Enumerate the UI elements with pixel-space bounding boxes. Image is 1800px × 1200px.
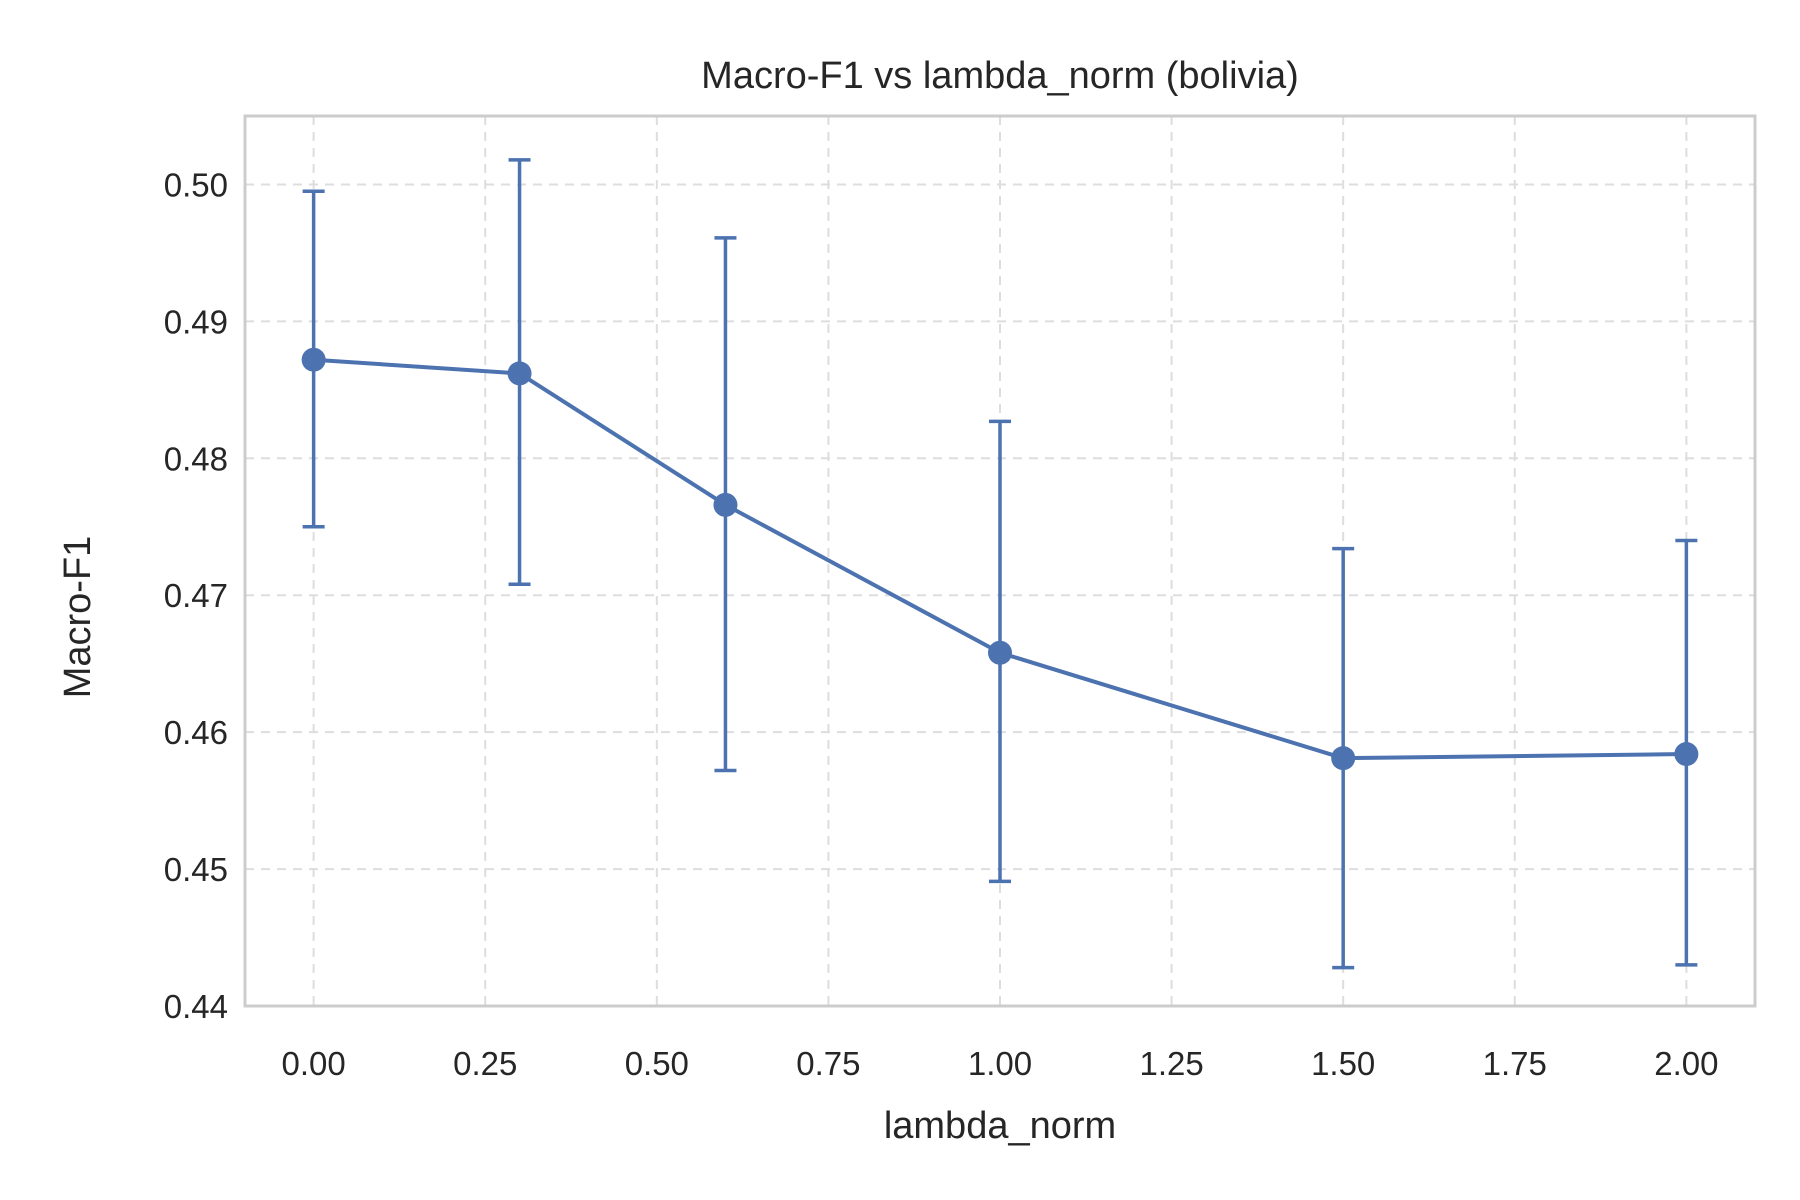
x-tick-label: 0.75	[796, 1045, 860, 1082]
data-point	[1331, 746, 1356, 771]
x-tick-label: 1.25	[1139, 1045, 1203, 1082]
y-tick-label: 0.49	[164, 303, 228, 340]
plot-frame	[243, 114, 1757, 1008]
y-tick-label: 0.46	[164, 714, 228, 751]
y-tick-labels: 0.44 0.45 0.46 0.47 0.48 0.49 0.50	[164, 166, 228, 1025]
y-tick-label: 0.50	[164, 166, 228, 203]
x-tick-label: 2.00	[1654, 1045, 1718, 1082]
data-point	[301, 347, 326, 372]
data-point	[1674, 742, 1699, 767]
data-point	[713, 492, 738, 517]
y-tick-label: 0.48	[164, 440, 228, 477]
chart-title: Macro-F1 vs lambda_norm (bolivia)	[701, 55, 1299, 97]
data-point	[988, 640, 1012, 665]
x-tick-label: 1.75	[1483, 1045, 1547, 1082]
x-tick-label: 1.00	[968, 1045, 1032, 1082]
x-tick-label: 0.25	[453, 1045, 517, 1082]
y-tick-label: 0.45	[164, 851, 228, 888]
y-tick-label: 0.47	[164, 577, 228, 614]
series-line-group	[313, 357, 1687, 761]
y-tick-label: 0.44	[164, 988, 228, 1025]
x-tick-labels: 0.00 0.25 0.50 0.75 1.00 1.25 1.50 1.75 2.00	[282, 1045, 1719, 1082]
x-tick-label: 0.50	[625, 1045, 689, 1082]
y-axis-label: Macro-F1	[57, 536, 99, 699]
data-point	[507, 361, 532, 386]
x-tick-label: 0.00	[282, 1045, 346, 1082]
data-points	[301, 347, 1699, 771]
x-tick-label: 1.50	[1311, 1045, 1375, 1082]
series-line	[313, 357, 1687, 761]
x-axis-label: lambda_norm	[884, 1105, 1116, 1147]
